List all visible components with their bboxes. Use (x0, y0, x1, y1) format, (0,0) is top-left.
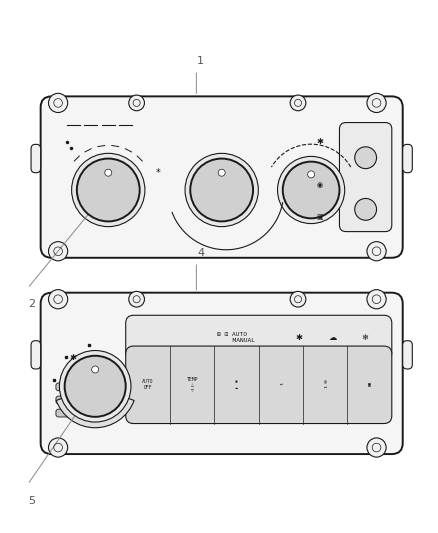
Wedge shape (56, 386, 134, 427)
Text: ✱
☁: ✱ ☁ (235, 379, 237, 390)
Text: ◉: ◉ (316, 182, 322, 188)
Circle shape (64, 356, 125, 417)
Circle shape (184, 154, 258, 227)
Text: ▣: ▣ (316, 214, 322, 221)
FancyBboxPatch shape (402, 144, 411, 173)
Circle shape (354, 147, 376, 168)
Circle shape (71, 154, 145, 227)
Circle shape (290, 95, 305, 111)
Circle shape (48, 241, 67, 261)
Circle shape (128, 292, 144, 307)
FancyBboxPatch shape (339, 123, 391, 232)
Circle shape (59, 351, 131, 422)
Text: 1: 1 (197, 56, 204, 66)
Circle shape (366, 289, 385, 309)
Text: ✱: ✱ (70, 353, 77, 362)
FancyBboxPatch shape (402, 341, 411, 369)
Circle shape (307, 171, 314, 178)
Text: ☁: ☁ (328, 333, 337, 342)
Circle shape (354, 198, 376, 220)
Text: ↩: ↩ (279, 382, 282, 387)
Circle shape (290, 292, 305, 307)
FancyBboxPatch shape (41, 293, 402, 454)
FancyBboxPatch shape (56, 396, 84, 404)
Circle shape (366, 241, 385, 261)
Text: AUTO
OFF: AUTO OFF (142, 379, 153, 390)
Circle shape (282, 161, 339, 219)
Circle shape (366, 438, 385, 457)
Circle shape (48, 289, 67, 309)
FancyBboxPatch shape (31, 144, 41, 173)
Circle shape (128, 95, 144, 111)
FancyBboxPatch shape (56, 383, 84, 391)
Circle shape (77, 159, 139, 221)
Text: ⊞ ⊡ AUTO
      MANUAL: ⊞ ⊡ AUTO MANUAL (209, 333, 254, 343)
Text: ❄: ❄ (361, 333, 368, 342)
FancyBboxPatch shape (56, 409, 84, 417)
Circle shape (48, 93, 67, 112)
Circle shape (277, 156, 344, 223)
Text: ✱: ✱ (316, 137, 323, 146)
FancyBboxPatch shape (125, 316, 391, 360)
Text: 2: 2 (28, 299, 35, 309)
Text: ✱: ✱ (294, 333, 301, 342)
Circle shape (190, 159, 253, 221)
Text: *: * (155, 167, 160, 177)
FancyBboxPatch shape (31, 341, 41, 369)
Text: TEMP
△
▽: TEMP △ ▽ (186, 376, 198, 393)
Text: 4: 4 (197, 248, 204, 258)
Circle shape (92, 366, 99, 373)
Text: 5: 5 (28, 496, 35, 505)
FancyBboxPatch shape (125, 346, 391, 424)
Text: ◎
↩: ◎ ↩ (323, 379, 326, 390)
FancyBboxPatch shape (41, 96, 402, 258)
Text: ▣: ▣ (367, 382, 370, 387)
Circle shape (48, 438, 67, 457)
Circle shape (105, 169, 112, 176)
Circle shape (218, 169, 225, 176)
Circle shape (366, 93, 385, 112)
